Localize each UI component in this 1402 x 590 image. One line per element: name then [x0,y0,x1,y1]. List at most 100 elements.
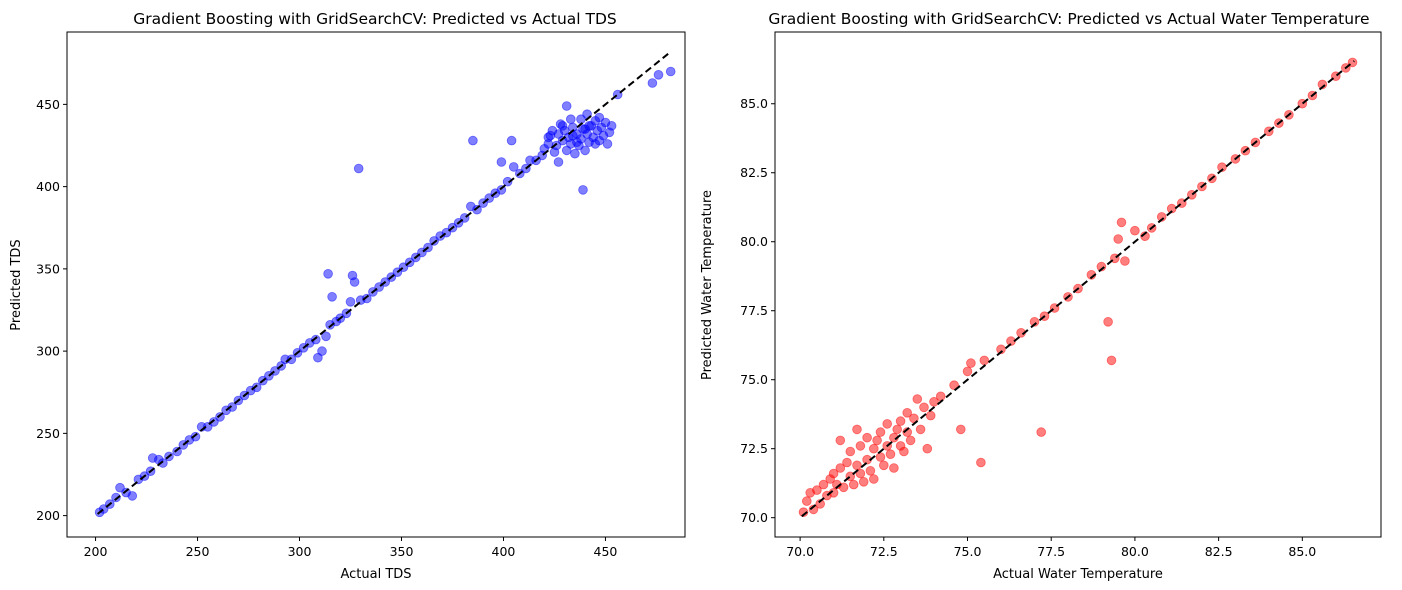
scatter-point [570,148,580,159]
scatter-point [979,355,990,366]
y-axis-ticks: 70.0 72.5 75.0 77.5 80.0 82.5 85.0 [740,96,775,525]
scatter-point [892,424,902,435]
x-tick-label: 250 [186,544,210,559]
x-tick-label: 70.0 [786,544,814,559]
scatter-point [852,424,862,435]
x-axis-label: Actual Water Temperature [993,567,1163,582]
y-tick-label: 75.0 [740,372,768,387]
y-tick-label: 300 [36,344,60,359]
scatter-point [855,441,866,451]
scatter-point [251,382,262,393]
scatter-point [317,346,327,356]
scatter-point [647,78,658,88]
scatter-point [838,482,849,493]
scatter-point [665,66,676,77]
scatter-point [902,407,912,418]
scatter-point [902,427,912,437]
x-axis-ticks: 70.0 72.5 75.0 77.5 80.0 82.5 85.0 [786,537,1316,559]
scatter-point [798,507,809,518]
scatter-point [872,435,882,446]
scatter-point [835,463,846,473]
scatter-point [209,417,219,427]
scatter-point [653,70,664,80]
scatter-point [966,358,976,368]
chart-title: Gradient Boosting with GridSearchCV: Pre… [768,10,1369,28]
scatter-point [561,101,572,111]
scatter-point [935,391,946,402]
scatter-point [578,185,588,195]
scatter-point [868,474,879,484]
scatter-point [818,479,829,490]
y-tick-label: 200 [36,508,60,523]
scatter-point [565,114,576,124]
scatter-point [996,344,1006,355]
plot-frame [774,31,1382,538]
chart-tds: Gradient Boosting with GridSearchCV: Pre… [9,10,686,582]
y-axis-label: Predicted Water Temperature [700,190,715,380]
scatter-point [855,468,866,479]
scatter-point [868,443,879,454]
scatter-point [885,449,896,460]
scatter-point [828,468,839,479]
scatter-point [815,499,825,509]
scatter-point [812,485,822,495]
chart-title: Gradient Boosting with GridSearchCV: Pre… [133,10,617,28]
scatter-point [922,443,933,454]
scatter-point [955,424,966,435]
scatter-point [1120,256,1130,266]
x-axis-label: Actual TDS [340,567,411,582]
scatter-point [310,334,321,345]
y-tick-label: 350 [36,261,60,276]
scatter-point [878,460,889,471]
scatter-points [798,57,1358,518]
scatter-point [472,204,482,215]
y-tick-label: 85.0 [740,96,768,111]
plot-frame [66,31,686,538]
scatter-point [158,458,168,468]
reference-line [801,60,1355,518]
scatter-point [801,496,812,506]
y-tick-label: 250 [36,426,60,441]
x-tick-label: 400 [492,544,516,559]
scatter-point [1103,316,1113,327]
scatter-point [845,446,856,457]
y-tick-label: 450 [36,97,60,112]
scatter-point [962,366,973,377]
scatter-point [899,446,909,457]
scatter-point [895,416,906,426]
scatter-point [848,479,859,490]
scatter-point [127,491,138,501]
scatter-point [321,331,331,342]
scatter-point [468,135,478,146]
y-axis-label: Predicted TDS [9,239,24,330]
x-tick-label: 85.0 [1288,544,1316,559]
scatter-point [323,268,333,279]
x-tick-label: 77.5 [1037,544,1065,559]
scatter-point [1116,217,1127,228]
scatter-point [1130,225,1140,236]
x-tick-label: 450 [594,544,618,559]
y-tick-label: 82.5 [740,165,768,180]
scatter-point [227,402,238,412]
reference-line [96,50,672,515]
scatter-point [865,465,876,476]
x-tick-label: 72.5 [870,544,898,559]
scatter-point [590,139,601,149]
x-tick-label: 80.0 [1121,544,1149,559]
scatter-point [1113,234,1123,244]
scatter-point [286,354,297,365]
scatter-point [875,452,886,462]
scatter-point [508,162,519,172]
scatter-point [111,492,121,503]
scatter-point [862,432,872,443]
x-tick-label: 300 [288,544,312,559]
scatter-point [1217,162,1227,173]
scatter-point [842,457,852,468]
scatter-point [1106,355,1117,366]
y-tick-label: 70.0 [740,510,768,525]
scatter-point [912,394,923,404]
scatter-point [345,296,356,307]
scatter-point [875,427,886,437]
y-tick-label: 80.0 [740,234,768,249]
